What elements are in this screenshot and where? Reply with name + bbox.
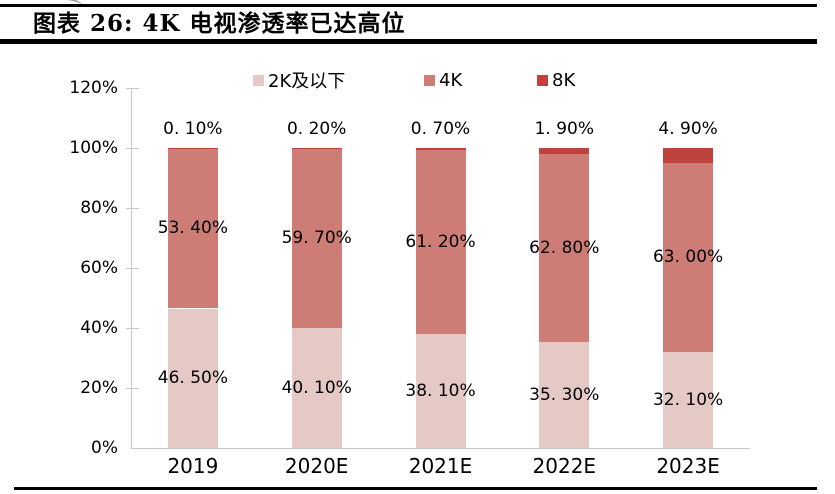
legend-swatch <box>253 74 264 86</box>
bar-segment-8K <box>539 148 590 154</box>
x-category-label: 2021E <box>408 454 473 478</box>
y-tick-mark <box>126 268 139 269</box>
bar-label: 4. 90% <box>658 119 718 139</box>
y-tick-label: 80% <box>80 198 118 218</box>
bar-segment-4K <box>539 153 590 343</box>
bar-label: 0. 20% <box>286 119 347 139</box>
figure-title: 图表 26: 4K 电视渗透率已达高位 <box>33 10 406 37</box>
bar-segment-2K及以下 <box>167 308 218 448</box>
legend-item: 8K <box>537 69 576 91</box>
bar-label: 32. 10% <box>652 389 724 410</box>
bottom-rule <box>14 487 817 490</box>
y-tick-mark <box>126 208 139 209</box>
bar-segment-2K及以下 <box>415 333 466 448</box>
bar-segment-4K <box>291 148 342 328</box>
bar-segment-8K <box>291 148 342 149</box>
bar-segment-4K <box>415 150 466 334</box>
y-tick-label: 0% <box>91 438 118 458</box>
legend-label: 2K及以下 <box>268 71 346 92</box>
legend-item: 2K及以下 <box>253 70 346 92</box>
title-underline-rule <box>0 39 817 44</box>
legend-label: 4K <box>439 69 463 91</box>
bar-label: 61. 20% <box>405 231 476 252</box>
bar-label: 53. 40% <box>157 218 228 239</box>
legend-swatch <box>537 74 548 86</box>
bar-label: 46. 50% <box>157 368 228 389</box>
bar-segment-2K及以下 <box>539 342 590 448</box>
legend-swatch <box>424 74 435 86</box>
bar-label: 38. 10% <box>405 380 476 401</box>
bar-segment-8K <box>415 148 466 151</box>
y-tick-label: 60% <box>80 258 118 278</box>
bar-label: 1. 90% <box>534 119 594 139</box>
y-tick-label: 40% <box>80 318 118 338</box>
bar-segment-2K及以下 <box>291 327 342 448</box>
y-tick-mark <box>126 148 139 149</box>
y-tick-label: 120% <box>69 78 118 98</box>
bar-segment-4K <box>167 148 218 309</box>
bar-label: 0. 70% <box>410 119 471 139</box>
x-axis-line <box>131 448 750 449</box>
x-category-label: 2023E <box>656 454 720 478</box>
bar-label: 40. 10% <box>281 377 352 398</box>
y-tick-label: 100% <box>69 138 118 158</box>
legend-label: 8K <box>552 69 576 91</box>
bar-label: 59. 70% <box>281 228 352 249</box>
y-tick-mark <box>126 88 139 89</box>
x-category-label: 2020E <box>284 454 349 478</box>
bar-label: 62. 80% <box>529 237 600 258</box>
x-category-label: 2019 <box>167 454 219 478</box>
y-tick-label: 20% <box>80 378 118 398</box>
bar-segment-4K <box>663 162 714 352</box>
bar-segment-8K <box>167 148 218 149</box>
y-tick-mark <box>126 388 139 389</box>
bar-label: 35. 30% <box>529 385 600 406</box>
bar-segment-8K <box>663 148 714 163</box>
bar-label: 0. 10% <box>163 119 223 139</box>
legend-item: 4K <box>424 69 463 91</box>
top-rule <box>0 4 817 7</box>
y-tick-mark <box>126 328 139 329</box>
bar-segment-2K及以下 <box>663 351 714 448</box>
x-category-label: 2022E <box>532 454 597 478</box>
bar-label: 63. 00% <box>652 247 724 268</box>
